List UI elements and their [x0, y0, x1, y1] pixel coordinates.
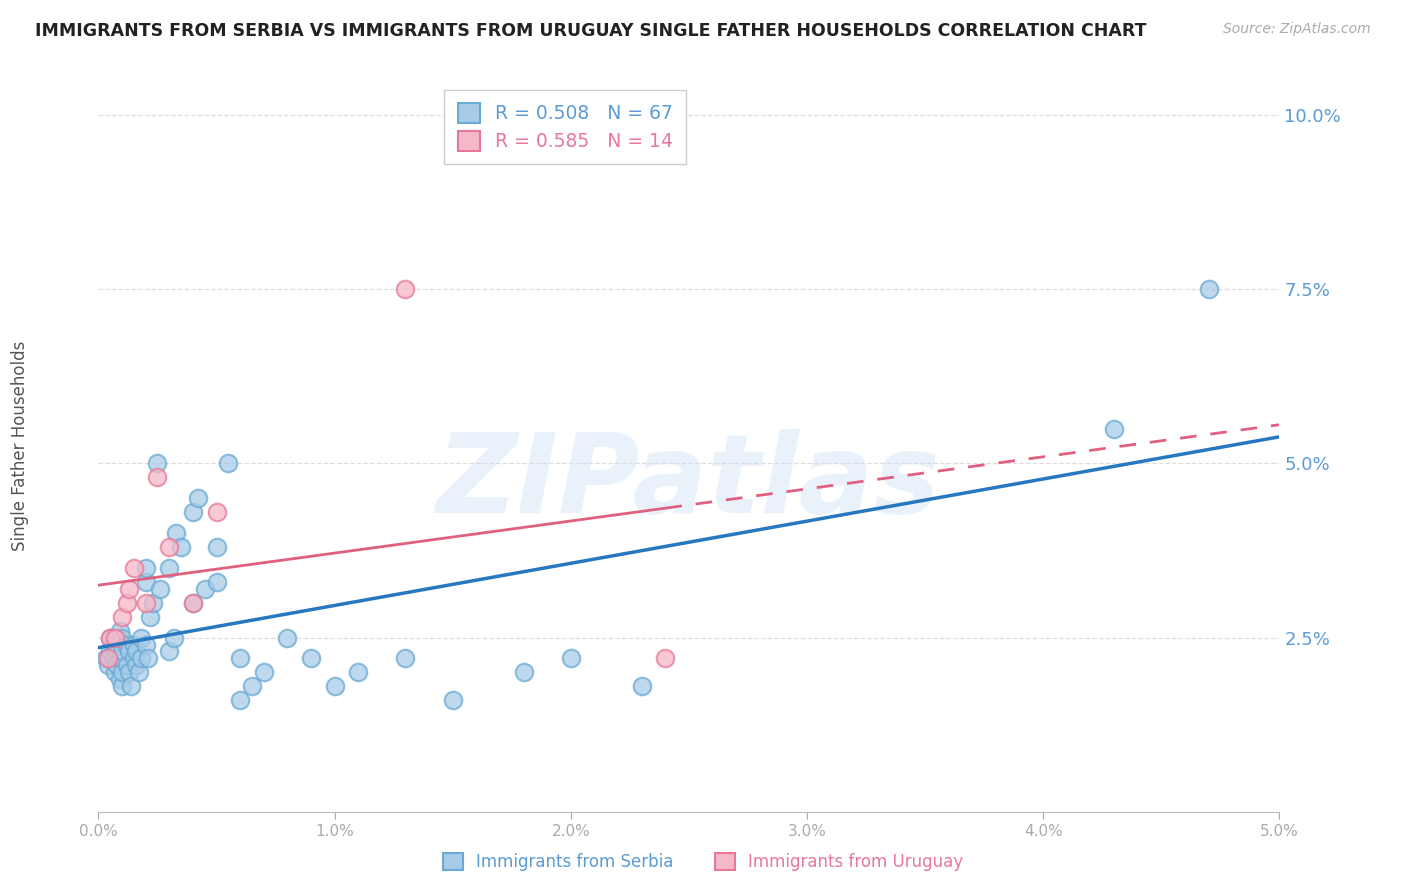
- Point: [97, 658, 120, 673]
- Point: [98, 631, 121, 645]
- Point: [104, 631, 127, 645]
- Point: [111, 631, 134, 645]
- Point: [104, 651, 127, 665]
- Point: [122, 651, 145, 665]
- Point: [205, 540, 228, 554]
- Point: [299, 651, 322, 665]
- Point: [163, 631, 186, 645]
- Point: [1198, 282, 1220, 296]
- Point: [229, 651, 252, 665]
- Point: [347, 665, 370, 680]
- Point: [194, 582, 217, 596]
- Point: [108, 651, 131, 665]
- Point: [181, 505, 204, 519]
- Point: [97, 651, 120, 665]
- Point: [165, 526, 187, 541]
- Point: [135, 596, 157, 610]
- Point: [630, 679, 652, 693]
- Point: [111, 679, 134, 693]
- Point: [118, 582, 141, 596]
- Point: [125, 658, 148, 673]
- Point: [157, 561, 180, 575]
- Point: [142, 596, 165, 610]
- Text: Source: ZipAtlas.com: Source: ZipAtlas.com: [1223, 22, 1371, 37]
- Point: [146, 470, 169, 484]
- Point: [128, 665, 150, 680]
- Point: [560, 651, 582, 665]
- Point: [157, 644, 180, 658]
- Point: [654, 651, 676, 665]
- Point: [115, 638, 138, 652]
- Point: [129, 651, 152, 665]
- Point: [125, 644, 148, 658]
- Point: [187, 491, 209, 506]
- Point: [240, 679, 263, 693]
- Point: [101, 638, 124, 652]
- Point: [98, 644, 121, 658]
- Point: [394, 651, 416, 665]
- Point: [115, 658, 138, 673]
- Point: [111, 644, 134, 658]
- Point: [111, 609, 134, 624]
- Point: [129, 631, 152, 645]
- Point: [149, 582, 172, 596]
- Point: [115, 596, 138, 610]
- Point: [253, 665, 276, 680]
- Legend: R = 0.508   N = 67, R = 0.585   N = 14: R = 0.508 N = 67, R = 0.585 N = 14: [444, 90, 686, 164]
- Point: [104, 665, 127, 680]
- Point: [181, 596, 204, 610]
- Text: ZIPatlas: ZIPatlas: [437, 429, 941, 536]
- Point: [157, 540, 180, 554]
- Point: [394, 282, 416, 296]
- Point: [108, 673, 131, 687]
- Point: [94, 651, 117, 665]
- Point: [512, 665, 534, 680]
- Point: [104, 638, 127, 652]
- Point: [229, 693, 252, 707]
- Point: [111, 665, 134, 680]
- Point: [146, 457, 169, 471]
- Point: [217, 457, 239, 471]
- Point: [136, 651, 159, 665]
- Point: [135, 561, 157, 575]
- Point: [205, 574, 228, 589]
- Point: [118, 665, 141, 680]
- Point: [441, 693, 464, 707]
- Point: [118, 644, 141, 658]
- Point: [105, 658, 128, 673]
- Point: [323, 679, 346, 693]
- Point: [101, 651, 124, 665]
- Point: [98, 631, 121, 645]
- Point: [135, 638, 157, 652]
- Point: [111, 651, 134, 665]
- Text: IMMIGRANTS FROM SERBIA VS IMMIGRANTS FROM URUGUAY SINGLE FATHER HOUSEHOLDS CORRE: IMMIGRANTS FROM SERBIA VS IMMIGRANTS FRO…: [35, 22, 1147, 40]
- Point: [105, 631, 128, 645]
- Point: [1102, 421, 1125, 435]
- Legend: Immigrants from Serbia, Immigrants from Uruguay: Immigrants from Serbia, Immigrants from …: [434, 845, 972, 880]
- Y-axis label: Single Father Households: Single Father Households: [11, 341, 30, 551]
- Point: [170, 540, 193, 554]
- Point: [135, 574, 157, 589]
- Point: [205, 505, 228, 519]
- Point: [122, 638, 145, 652]
- Point: [108, 624, 131, 638]
- Point: [139, 609, 162, 624]
- Point: [276, 631, 298, 645]
- Point: [121, 679, 143, 693]
- Point: [122, 561, 145, 575]
- Point: [181, 596, 204, 610]
- Point: [105, 644, 128, 658]
